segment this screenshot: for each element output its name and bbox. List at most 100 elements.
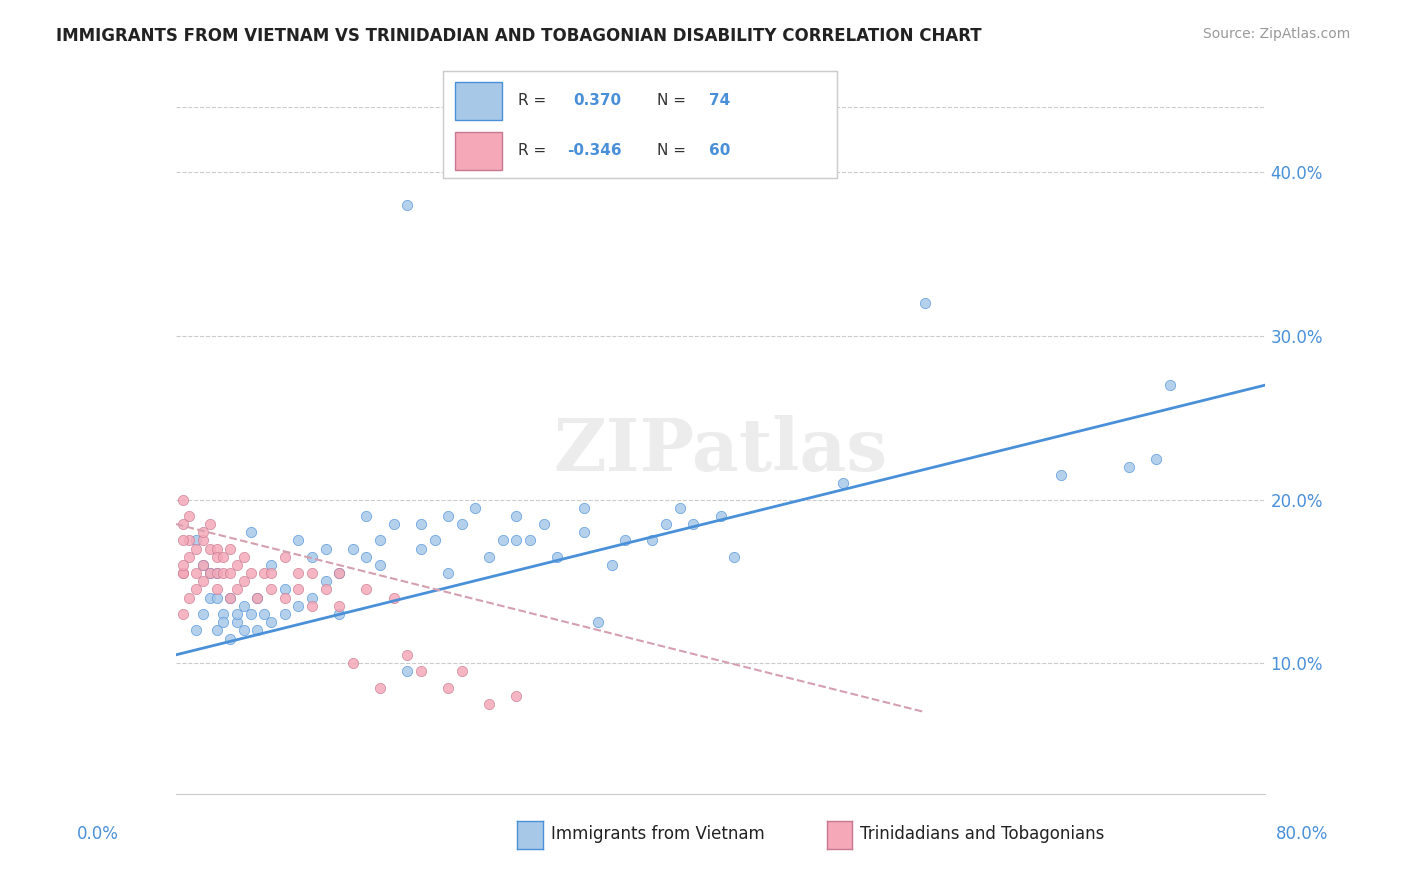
Point bbox=[1144, 451, 1167, 466]
Point bbox=[519, 533, 541, 548]
Point bbox=[274, 607, 297, 621]
Point bbox=[437, 566, 460, 581]
Point bbox=[191, 525, 214, 540]
Point bbox=[368, 533, 391, 548]
Point bbox=[186, 624, 208, 638]
Point bbox=[478, 697, 501, 711]
Point bbox=[301, 549, 323, 564]
Point bbox=[191, 574, 214, 589]
Point bbox=[655, 516, 678, 531]
Point bbox=[226, 558, 249, 572]
Point bbox=[914, 296, 936, 310]
Point bbox=[382, 591, 405, 605]
Point bbox=[464, 500, 486, 515]
Point bbox=[1118, 459, 1140, 474]
Point bbox=[423, 533, 446, 548]
Point bbox=[315, 582, 337, 597]
Point bbox=[198, 541, 221, 556]
Point bbox=[179, 508, 201, 523]
Point bbox=[437, 508, 460, 523]
Point bbox=[832, 476, 855, 491]
Point bbox=[356, 508, 378, 523]
Point bbox=[205, 582, 228, 597]
Point bbox=[382, 516, 405, 531]
Point bbox=[614, 533, 637, 548]
Point bbox=[396, 198, 419, 212]
Point bbox=[301, 591, 323, 605]
Point bbox=[205, 541, 228, 556]
Point bbox=[239, 566, 262, 581]
Point bbox=[274, 591, 297, 605]
Point bbox=[179, 533, 201, 548]
Point bbox=[328, 599, 350, 613]
Point bbox=[205, 566, 228, 581]
Point bbox=[274, 549, 297, 564]
Point bbox=[409, 516, 432, 531]
Point bbox=[287, 566, 309, 581]
Point bbox=[450, 516, 472, 531]
Point bbox=[172, 558, 194, 572]
Point bbox=[409, 541, 432, 556]
Point bbox=[172, 607, 194, 621]
Point bbox=[205, 591, 228, 605]
Point bbox=[179, 591, 201, 605]
Point bbox=[1159, 378, 1181, 392]
Point bbox=[723, 549, 745, 564]
Point bbox=[682, 516, 704, 531]
Point bbox=[226, 582, 249, 597]
Point bbox=[186, 566, 208, 581]
Point bbox=[172, 566, 194, 581]
Point bbox=[191, 533, 214, 548]
Point bbox=[287, 599, 309, 613]
Text: 80.0%: 80.0% bbox=[1277, 825, 1329, 843]
Point bbox=[641, 533, 664, 548]
Point bbox=[232, 599, 254, 613]
Text: R =: R = bbox=[517, 93, 555, 108]
Point bbox=[239, 607, 262, 621]
Point bbox=[253, 566, 276, 581]
Point bbox=[328, 566, 350, 581]
Point bbox=[191, 558, 214, 572]
Text: N =: N = bbox=[658, 93, 692, 108]
Text: IMMIGRANTS FROM VIETNAM VS TRINIDADIAN AND TOBAGONIAN DISABILITY CORRELATION CHA: IMMIGRANTS FROM VIETNAM VS TRINIDADIAN A… bbox=[56, 27, 981, 45]
Point bbox=[198, 566, 221, 581]
Point bbox=[205, 549, 228, 564]
Point bbox=[186, 533, 208, 548]
Text: Trinidadians and Tobagonians: Trinidadians and Tobagonians bbox=[860, 825, 1105, 843]
Point bbox=[328, 607, 350, 621]
Point bbox=[586, 615, 609, 630]
Point bbox=[232, 574, 254, 589]
Point bbox=[315, 574, 337, 589]
Point bbox=[274, 582, 297, 597]
Point bbox=[172, 516, 194, 531]
Point bbox=[600, 558, 623, 572]
Text: 74: 74 bbox=[709, 93, 730, 108]
Point bbox=[186, 541, 208, 556]
Point bbox=[409, 664, 432, 678]
Text: Immigrants from Vietnam: Immigrants from Vietnam bbox=[551, 825, 765, 843]
Point bbox=[246, 624, 269, 638]
Point bbox=[328, 566, 350, 581]
Point bbox=[205, 624, 228, 638]
Point bbox=[1050, 467, 1073, 482]
Point bbox=[198, 516, 221, 531]
Point bbox=[198, 566, 221, 581]
Point bbox=[212, 549, 235, 564]
Text: 60: 60 bbox=[709, 143, 730, 158]
Point bbox=[492, 533, 515, 548]
Point bbox=[246, 591, 269, 605]
FancyBboxPatch shape bbox=[454, 82, 502, 120]
Point bbox=[287, 582, 309, 597]
Point bbox=[212, 566, 235, 581]
Point bbox=[356, 549, 378, 564]
Text: 0.0%: 0.0% bbox=[77, 825, 120, 843]
Point bbox=[172, 533, 194, 548]
Point bbox=[315, 541, 337, 556]
Point bbox=[226, 615, 249, 630]
Point bbox=[198, 591, 221, 605]
Point bbox=[239, 525, 262, 540]
Point bbox=[172, 492, 194, 507]
Point bbox=[505, 533, 527, 548]
Text: -0.346: -0.346 bbox=[567, 143, 621, 158]
Point bbox=[212, 615, 235, 630]
